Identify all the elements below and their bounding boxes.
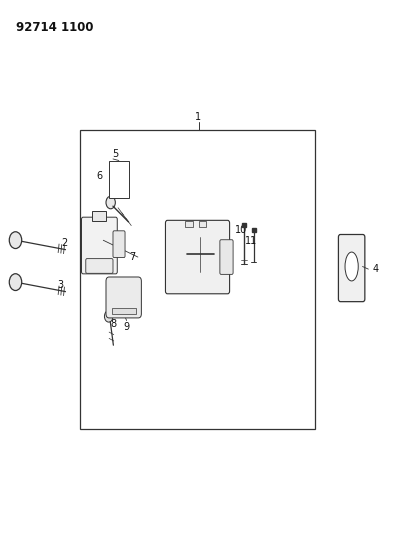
Circle shape (93, 232, 106, 249)
FancyBboxPatch shape (86, 259, 113, 273)
Circle shape (187, 236, 214, 273)
Text: 1: 1 (195, 112, 202, 122)
Bar (93, 212, 106, 221)
FancyBboxPatch shape (81, 217, 117, 274)
FancyBboxPatch shape (166, 220, 229, 294)
Text: 7: 7 (129, 252, 135, 262)
Bar (109, 160, 129, 198)
Circle shape (89, 225, 110, 255)
Circle shape (356, 288, 361, 295)
Text: 4: 4 (372, 264, 378, 274)
Text: 2: 2 (61, 238, 67, 248)
FancyBboxPatch shape (338, 235, 365, 302)
Text: 11: 11 (245, 236, 257, 246)
Circle shape (169, 226, 174, 233)
Circle shape (116, 285, 132, 306)
FancyBboxPatch shape (106, 277, 141, 318)
Circle shape (87, 255, 93, 262)
Circle shape (9, 232, 22, 248)
Circle shape (219, 281, 225, 288)
Circle shape (343, 238, 348, 245)
FancyBboxPatch shape (113, 231, 125, 257)
Text: 8: 8 (110, 319, 116, 329)
FancyBboxPatch shape (220, 240, 233, 274)
Bar (80, 130, 315, 429)
Circle shape (106, 196, 115, 209)
Bar (185, 221, 193, 227)
Text: 9: 9 (123, 322, 130, 332)
Bar (112, 309, 135, 314)
Text: 3: 3 (58, 280, 64, 290)
Bar (198, 221, 206, 227)
Circle shape (183, 231, 218, 278)
Circle shape (219, 226, 225, 233)
Circle shape (106, 255, 112, 262)
Text: 6: 6 (96, 171, 102, 181)
Circle shape (104, 311, 113, 322)
Circle shape (9, 274, 22, 290)
Circle shape (356, 238, 361, 245)
Circle shape (343, 288, 348, 295)
Ellipse shape (345, 252, 358, 281)
Text: 5: 5 (112, 149, 118, 159)
Text: 92714 1100: 92714 1100 (16, 21, 93, 34)
Text: 10: 10 (235, 225, 247, 235)
Circle shape (169, 281, 174, 288)
